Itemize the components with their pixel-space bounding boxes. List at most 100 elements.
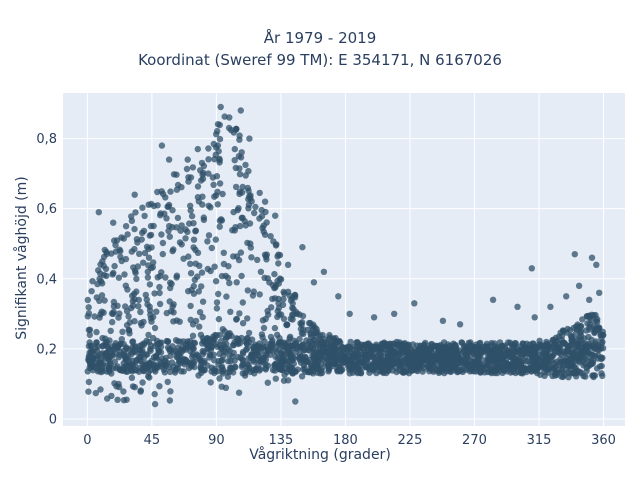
data-point bbox=[122, 223, 130, 230]
data-point bbox=[262, 366, 269, 373]
data-point bbox=[157, 358, 164, 365]
data-point bbox=[86, 331, 94, 339]
data-point bbox=[452, 355, 459, 363]
data-point bbox=[216, 135, 224, 143]
data-point bbox=[284, 261, 292, 268]
data-point bbox=[259, 359, 267, 366]
data-point bbox=[101, 297, 108, 304]
data-point bbox=[205, 232, 213, 239]
data-point bbox=[345, 344, 352, 352]
data-point bbox=[84, 296, 92, 304]
data-point bbox=[198, 359, 205, 366]
x-tick-label: 180 bbox=[333, 433, 358, 448]
data-point bbox=[213, 173, 221, 180]
data-point bbox=[270, 238, 277, 245]
chart-subtitle: Koordinat (Sweref 99 TM): E 354171, N 61… bbox=[138, 51, 502, 69]
data-point bbox=[108, 310, 116, 317]
data-point bbox=[271, 270, 278, 278]
data-point bbox=[196, 309, 204, 316]
data-point bbox=[374, 347, 381, 355]
data-point bbox=[213, 332, 220, 339]
data-point bbox=[137, 387, 144, 394]
data-point bbox=[111, 262, 118, 270]
data-point bbox=[162, 354, 169, 362]
data-point bbox=[102, 265, 110, 273]
data-point bbox=[145, 262, 152, 269]
data-point bbox=[414, 349, 421, 356]
data-point bbox=[592, 311, 599, 319]
data-point bbox=[97, 261, 104, 268]
x-tick-label: 90 bbox=[208, 433, 225, 448]
data-point bbox=[301, 346, 308, 354]
x-tick-label: 270 bbox=[462, 433, 487, 448]
data-point bbox=[262, 253, 270, 260]
data-point bbox=[146, 281, 154, 288]
data-point bbox=[248, 254, 255, 261]
data-point bbox=[572, 357, 579, 364]
data-point bbox=[200, 162, 208, 170]
data-point bbox=[408, 367, 415, 375]
data-point bbox=[152, 353, 160, 360]
data-point bbox=[187, 338, 194, 345]
data-point bbox=[561, 357, 568, 364]
data-point bbox=[236, 132, 243, 139]
data-point bbox=[99, 342, 107, 349]
data-point bbox=[207, 204, 214, 211]
data-point bbox=[159, 190, 167, 198]
data-point bbox=[107, 361, 114, 368]
data-point bbox=[106, 366, 113, 373]
data-point bbox=[568, 362, 576, 369]
data-point bbox=[588, 254, 596, 261]
data-point bbox=[162, 274, 169, 281]
data-point bbox=[112, 241, 119, 249]
data-point bbox=[590, 373, 597, 381]
data-point bbox=[103, 272, 110, 280]
data-point bbox=[589, 351, 596, 359]
data-point bbox=[235, 389, 243, 396]
data-point bbox=[190, 282, 197, 290]
data-point bbox=[426, 368, 433, 375]
data-point bbox=[284, 346, 292, 353]
data-point bbox=[198, 283, 205, 290]
data-point bbox=[210, 181, 217, 188]
data-point bbox=[182, 235, 189, 242]
data-point bbox=[244, 239, 251, 247]
data-point bbox=[239, 214, 246, 221]
data-point bbox=[108, 392, 115, 400]
data-point bbox=[274, 313, 281, 321]
data-point bbox=[174, 344, 181, 352]
data-point bbox=[463, 354, 471, 361]
data-point bbox=[113, 383, 120, 390]
data-point bbox=[227, 358, 234, 365]
data-point bbox=[196, 323, 203, 330]
data-point bbox=[259, 224, 266, 232]
data-point bbox=[506, 348, 513, 356]
data-point bbox=[219, 368, 226, 375]
data-point bbox=[142, 291, 149, 299]
data-point bbox=[454, 368, 461, 376]
data-point bbox=[246, 135, 253, 142]
x-tick-label: 135 bbox=[269, 433, 294, 448]
x-tick-label: 0 bbox=[83, 433, 91, 448]
data-point bbox=[132, 269, 139, 277]
data-point bbox=[511, 340, 519, 347]
data-point bbox=[290, 355, 298, 362]
x-axis-title: Vågriktning (grader) bbox=[249, 447, 391, 463]
data-point bbox=[224, 373, 232, 380]
data-point bbox=[519, 352, 526, 359]
data-point bbox=[176, 239, 184, 246]
data-point bbox=[214, 201, 221, 208]
data-point bbox=[204, 265, 211, 273]
data-point bbox=[272, 284, 279, 291]
data-point bbox=[124, 231, 131, 238]
data-point bbox=[515, 348, 522, 355]
data-point bbox=[563, 293, 570, 300]
data-point bbox=[598, 355, 605, 363]
data-point bbox=[311, 363, 318, 370]
data-point bbox=[145, 369, 152, 376]
data-point bbox=[255, 362, 262, 369]
data-point bbox=[244, 315, 251, 322]
data-point bbox=[113, 365, 120, 372]
data-point bbox=[129, 383, 137, 390]
